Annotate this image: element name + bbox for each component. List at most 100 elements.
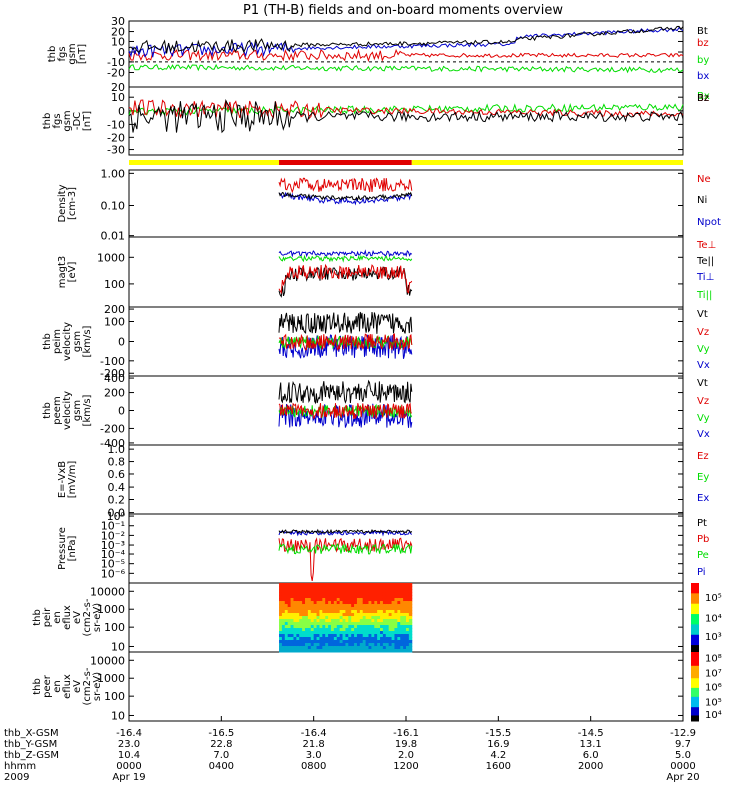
spectrogram-cell	[284, 592, 289, 596]
spectrogram-cell	[299, 595, 303, 599]
spectrogram-cell	[374, 649, 378, 653]
spectrogram-cell	[377, 628, 381, 632]
spectrogram-cell	[371, 583, 375, 587]
spectrogram-cell	[351, 601, 355, 605]
spectrogram-cell	[333, 616, 338, 620]
spectrogram-cell	[377, 643, 381, 647]
spectrogram-cell	[408, 643, 413, 647]
spectrogram-cell	[362, 619, 367, 623]
spectrogram-cell	[336, 640, 341, 644]
y-tick-label: 10⁻³	[101, 539, 125, 552]
spectrogram-cell	[336, 583, 341, 587]
spectrogram-cell	[391, 601, 395, 605]
spectrogram-cell	[302, 631, 306, 635]
legend-black: Ni	[697, 195, 707, 206]
spectrogram-cell	[339, 643, 344, 647]
spectrogram-cell	[287, 610, 292, 614]
spectrogram-cell	[400, 646, 404, 650]
spectrogram-cell	[284, 604, 289, 608]
spectrogram-cell	[371, 601, 375, 605]
spectrogram-cell	[287, 646, 292, 650]
spectrogram-cell	[293, 649, 297, 653]
spectrogram-cell	[397, 592, 401, 596]
spectrogram-cell	[406, 592, 410, 596]
spectrogram-cell	[322, 643, 326, 647]
colorbar-tick: 10³	[705, 632, 722, 643]
spectrogram-cell	[302, 586, 306, 590]
spectrogram-cell	[322, 640, 326, 644]
spectrogram-cell	[354, 607, 358, 611]
spectrogram-cell	[302, 619, 306, 623]
spectrogram-cell	[310, 583, 315, 587]
colorbar-tick: 10⁷	[705, 669, 722, 680]
spectrogram-cell	[403, 646, 407, 650]
spectrogram-cell	[290, 598, 294, 602]
trace-bt	[128, 25, 684, 54]
spectrogram-cell	[284, 646, 289, 650]
legend-blue: Vx	[697, 360, 710, 371]
spectrogram-cell	[354, 622, 358, 626]
spectrogram-cell	[374, 604, 378, 608]
spectrogram-cell	[374, 589, 378, 593]
spectrogram-cell	[336, 622, 341, 626]
spectrogram-cell	[302, 634, 306, 638]
spectrogram-cell	[397, 610, 401, 614]
spectrogram-cell	[342, 625, 346, 629]
spectrogram-cell	[382, 616, 387, 620]
trace-bz	[128, 48, 684, 63]
spectrogram-cell	[408, 646, 413, 650]
spectrogram-cell	[328, 589, 332, 593]
spectrogram-cell	[397, 589, 401, 593]
spectrogram-cell	[284, 640, 289, 644]
spectrogram-cell	[380, 634, 384, 638]
spectrogram-cell	[391, 607, 395, 611]
spectrogram-cell	[293, 619, 297, 623]
spectrogram-cell	[397, 604, 401, 608]
spectrogram-cell	[342, 586, 346, 590]
spectrogram-cell	[330, 607, 335, 611]
spectrogram-cell	[336, 616, 341, 620]
spectrogram-cell	[293, 595, 297, 599]
spectrogram-cell	[382, 646, 387, 650]
spectrogram-cell	[284, 601, 289, 605]
spectrogram-cell	[302, 628, 306, 632]
spectrogram-cell	[377, 640, 381, 644]
spectrogram-cell	[284, 628, 289, 632]
spectrogram-cell	[354, 583, 358, 587]
spectrogram-cell	[406, 628, 410, 632]
axis-row-value: 23.0	[118, 739, 140, 750]
spectrogram-cell	[406, 595, 410, 599]
spectrogram-cell	[394, 643, 398, 647]
axis-row-value: -14.5	[578, 728, 604, 739]
spectrogram-cell	[293, 646, 297, 650]
spectrogram-cell	[397, 607, 401, 611]
spectrogram-cell	[403, 649, 407, 653]
spectrogram-cell	[388, 604, 393, 608]
spectrogram-cell	[319, 595, 323, 599]
colorbar-tick: 10⁴	[705, 614, 722, 625]
spectrogram-cell	[296, 595, 300, 599]
spectrogram-cell	[400, 619, 404, 623]
spectrogram-cell	[348, 628, 352, 632]
spectrogram-cell	[299, 583, 303, 587]
spectrogram-cell	[397, 646, 401, 650]
spectrogram-cell	[319, 619, 323, 623]
spectrogram-cell	[287, 592, 292, 596]
y-tick-label: 100	[104, 621, 125, 634]
spectrogram-cell	[380, 616, 384, 620]
spectrogram-cell	[365, 607, 369, 611]
spectrogram-cell	[316, 637, 320, 641]
spectrogram-cell	[391, 598, 395, 602]
panel-frame	[128, 86, 684, 156]
panels: 3020100-10-20thbfgsgsm[nT]Btbzbybx20100-…	[32, 15, 722, 722]
spectrogram-cell	[391, 634, 395, 638]
spectrogram-cell	[307, 616, 312, 620]
spectrogram-cell	[391, 643, 395, 647]
legend-blue: Ti⊥	[696, 272, 714, 283]
spectrogram-cell	[394, 646, 398, 650]
spectrogram-cell	[339, 589, 344, 593]
spectrogram-cell	[368, 616, 372, 620]
spectrogram-cell	[408, 619, 413, 623]
spectrogram-cell	[391, 589, 395, 593]
spectrogram-cell	[362, 643, 367, 647]
